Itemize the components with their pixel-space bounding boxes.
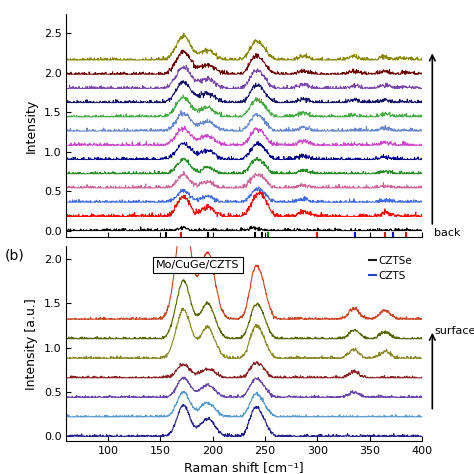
Y-axis label: Intensity: Intensity <box>25 99 38 153</box>
Y-axis label: Intensity [a.u.]: Intensity [a.u.] <box>25 298 38 390</box>
Text: Mo/CuGe/CZTS: Mo/CuGe/CZTS <box>156 260 240 270</box>
Legend: CZTSe, CZTS: CZTSe, CZTS <box>365 252 417 285</box>
Text: back: back <box>434 228 461 237</box>
X-axis label: Raman shift [cm⁻¹]: Raman shift [cm⁻¹] <box>184 461 304 474</box>
Text: (b): (b) <box>5 249 25 263</box>
Text: surface: surface <box>434 326 474 337</box>
